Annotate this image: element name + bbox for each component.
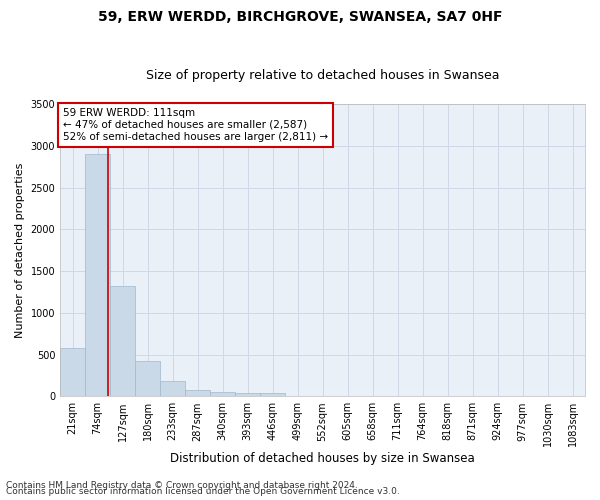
Text: Contains HM Land Registry data © Crown copyright and database right 2024.: Contains HM Land Registry data © Crown c… <box>6 481 358 490</box>
Bar <box>85 154 110 396</box>
Bar <box>60 348 85 397</box>
Bar <box>260 394 285 396</box>
Bar <box>185 390 210 396</box>
Bar <box>135 362 160 396</box>
Bar <box>235 392 260 396</box>
Bar <box>110 286 135 397</box>
Title: Size of property relative to detached houses in Swansea: Size of property relative to detached ho… <box>146 69 499 82</box>
Bar <box>160 382 185 396</box>
Text: Contains public sector information licensed under the Open Government Licence v3: Contains public sector information licen… <box>6 487 400 496</box>
Text: 59, ERW WERDD, BIRCHGROVE, SWANSEA, SA7 0HF: 59, ERW WERDD, BIRCHGROVE, SWANSEA, SA7 … <box>98 10 502 24</box>
Text: 59 ERW WERDD: 111sqm
← 47% of detached houses are smaller (2,587)
52% of semi-de: 59 ERW WERDD: 111sqm ← 47% of detached h… <box>63 108 328 142</box>
X-axis label: Distribution of detached houses by size in Swansea: Distribution of detached houses by size … <box>170 452 475 465</box>
Bar <box>210 392 235 396</box>
Y-axis label: Number of detached properties: Number of detached properties <box>15 162 25 338</box>
